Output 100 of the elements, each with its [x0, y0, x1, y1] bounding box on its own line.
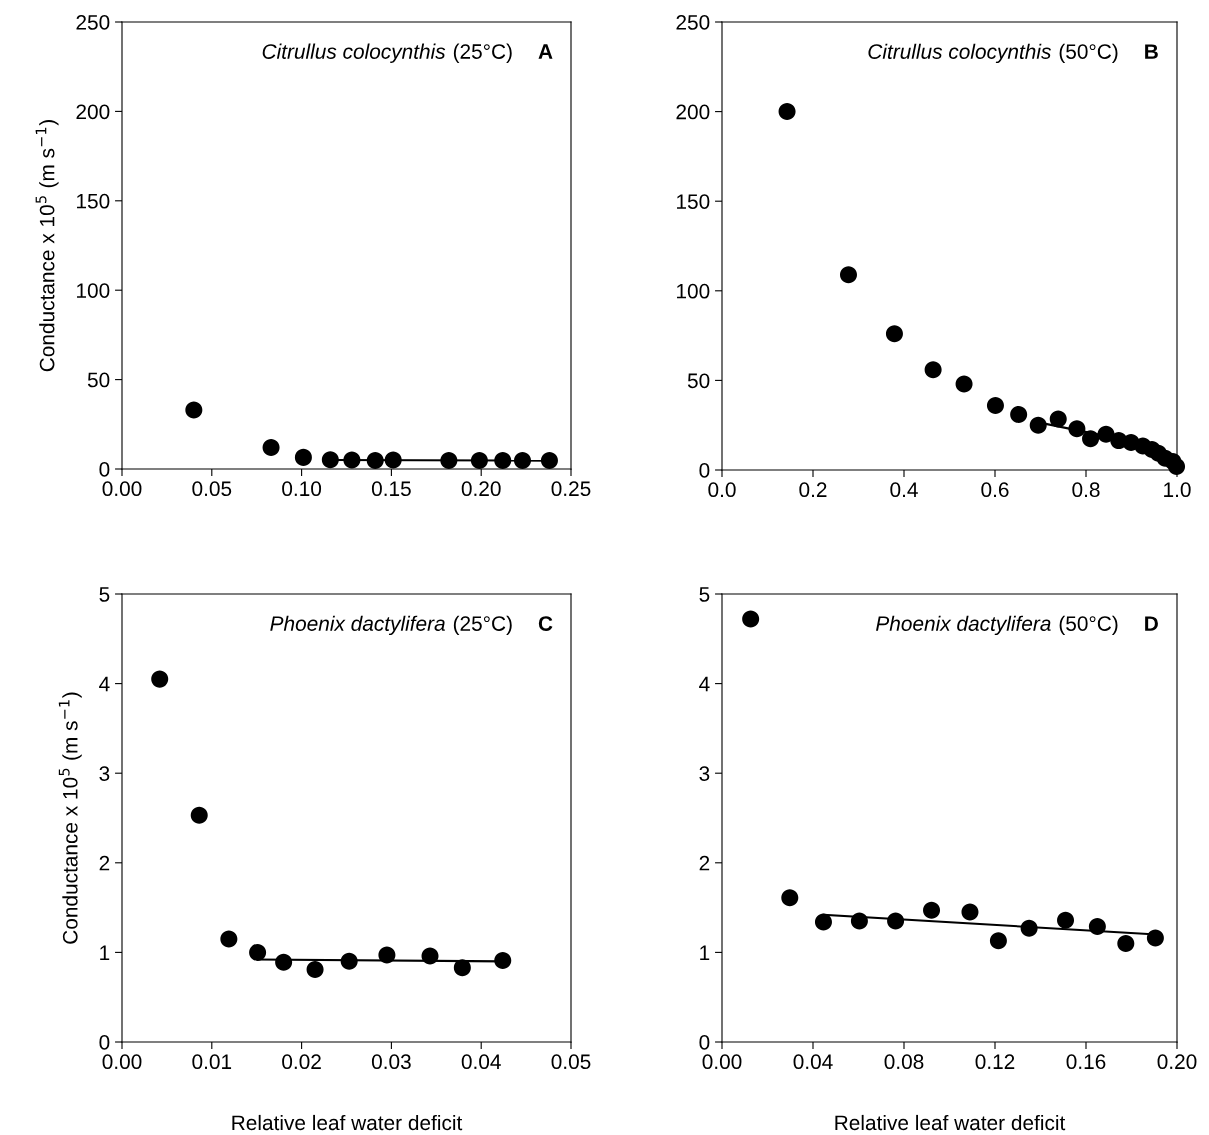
y-tick-label: 5: [99, 587, 110, 602]
point: [343, 451, 361, 469]
point: [924, 361, 942, 379]
point: [453, 959, 471, 977]
y-tick-label: 3: [99, 766, 110, 781]
annotation: (50°C): [1059, 615, 1118, 636]
point: [340, 952, 358, 970]
x-tick-label: 0.25: [551, 481, 591, 497]
y-tick-label: 0: [99, 462, 110, 477]
point: [1082, 430, 1100, 448]
x-tick-label: 0.6: [981, 482, 1009, 498]
point: [494, 451, 512, 469]
point: [306, 960, 324, 978]
y-axis-title: Conductance x 10$^{5}$ (m s$^{−1}$): [58, 692, 82, 944]
x-tick-label: 0.0: [708, 482, 736, 498]
annotation: A: [538, 44, 553, 59]
x-tick-label: 0.04: [793, 1054, 833, 1070]
y-tick-label: 50: [87, 372, 110, 388]
x-tick-label: 1.0: [1164, 482, 1191, 498]
x-tick-label: 0.08: [884, 1054, 924, 1070]
point: [440, 451, 458, 469]
point: [989, 932, 1007, 950]
y-tick-label: 4: [99, 676, 110, 692]
point: [1010, 405, 1028, 423]
point: [1029, 416, 1047, 434]
point: [885, 325, 903, 343]
point: [781, 889, 799, 907]
y-tick-label: 150: [677, 194, 710, 209]
x-tick-label: 0.4: [890, 482, 918, 498]
x-tick-label: 0.00: [102, 481, 142, 497]
point: [321, 451, 339, 469]
point: [421, 947, 439, 965]
point: [1049, 410, 1067, 428]
point: [151, 670, 169, 688]
y-tick-label: 1: [100, 945, 110, 960]
point: [1088, 917, 1106, 935]
x-tick-label: 0.03: [371, 1054, 411, 1070]
annotation: Phoenix dactylifera: [876, 615, 1051, 636]
point: [262, 439, 280, 457]
point: [1097, 425, 1115, 443]
y-tick-label: 200: [76, 104, 110, 120]
y-tick-label: 0: [99, 1035, 110, 1050]
y-tick-label: 4: [699, 676, 710, 692]
point: [1068, 420, 1086, 438]
y-tick-label: 0: [699, 463, 710, 478]
annotation: Citrullus colocynthis: [868, 43, 1051, 64]
point: [961, 903, 979, 921]
point: [185, 401, 203, 419]
point: [294, 448, 312, 466]
x-axis-title: Relative leaf water deficit: [232, 1114, 463, 1131]
point: [887, 912, 905, 930]
point: [1168, 458, 1186, 476]
y-tick-label: 50: [687, 373, 710, 389]
point: [514, 452, 532, 470]
y-tick-label: 150: [77, 193, 110, 209]
annotation: (50°C): [1059, 43, 1118, 64]
point: [190, 806, 208, 824]
x-tick-label: 0.12: [975, 1054, 1015, 1070]
x-axis-title: Relative leaf water deficit: [835, 1114, 1066, 1131]
point: [839, 266, 857, 284]
x-tick-label: 0.05: [192, 481, 232, 497]
y-tick-label: 3: [699, 766, 710, 781]
point: [220, 930, 238, 948]
point: [923, 901, 941, 919]
y-tick-label: 1: [700, 945, 710, 960]
annotation: C: [538, 616, 553, 631]
x-tick-label: 0.20: [1157, 1054, 1197, 1070]
point: [1146, 929, 1164, 947]
annotation: Phoenix dactylifera: [270, 615, 445, 636]
annotation: D: [1145, 616, 1158, 631]
x-tick-label: 0.02: [282, 1054, 321, 1070]
point: [494, 951, 512, 969]
x-tick-label: 0.8: [1072, 482, 1100, 498]
x-tick-label: 0.15: [371, 481, 411, 497]
point: [850, 912, 868, 930]
annotation: (25°C): [453, 615, 512, 636]
x-tick-label: 0.00: [102, 1054, 142, 1070]
y-tick-label: 0: [699, 1035, 710, 1050]
point: [814, 913, 832, 931]
point: [384, 451, 402, 469]
point: [540, 452, 558, 470]
y-tick-label: 100: [77, 283, 110, 298]
y-tick-label: 100: [677, 283, 710, 299]
point: [1020, 919, 1038, 937]
annotation: (25°C): [453, 43, 512, 63]
y-tick-label: 250: [676, 15, 710, 30]
point: [378, 946, 396, 964]
point: [275, 953, 293, 971]
annotation: B: [1145, 44, 1158, 59]
x-tick-label: 0.2: [799, 482, 827, 498]
y-axis-title: Conductance x 10$^{5}$ (m s$^{−1}$): [35, 120, 59, 372]
point: [366, 451, 384, 469]
x-tick-label: 0.20: [461, 481, 501, 497]
x-tick-label: 0.01: [192, 1054, 232, 1070]
x-tick-label: 0.16: [1066, 1054, 1106, 1070]
y-tick-label: 250: [76, 15, 110, 30]
point: [742, 610, 760, 628]
x-tick-label: 0.10: [282, 481, 322, 497]
x-tick-label: 0.05: [551, 1054, 591, 1070]
y-tick-label: 5: [699, 587, 710, 602]
